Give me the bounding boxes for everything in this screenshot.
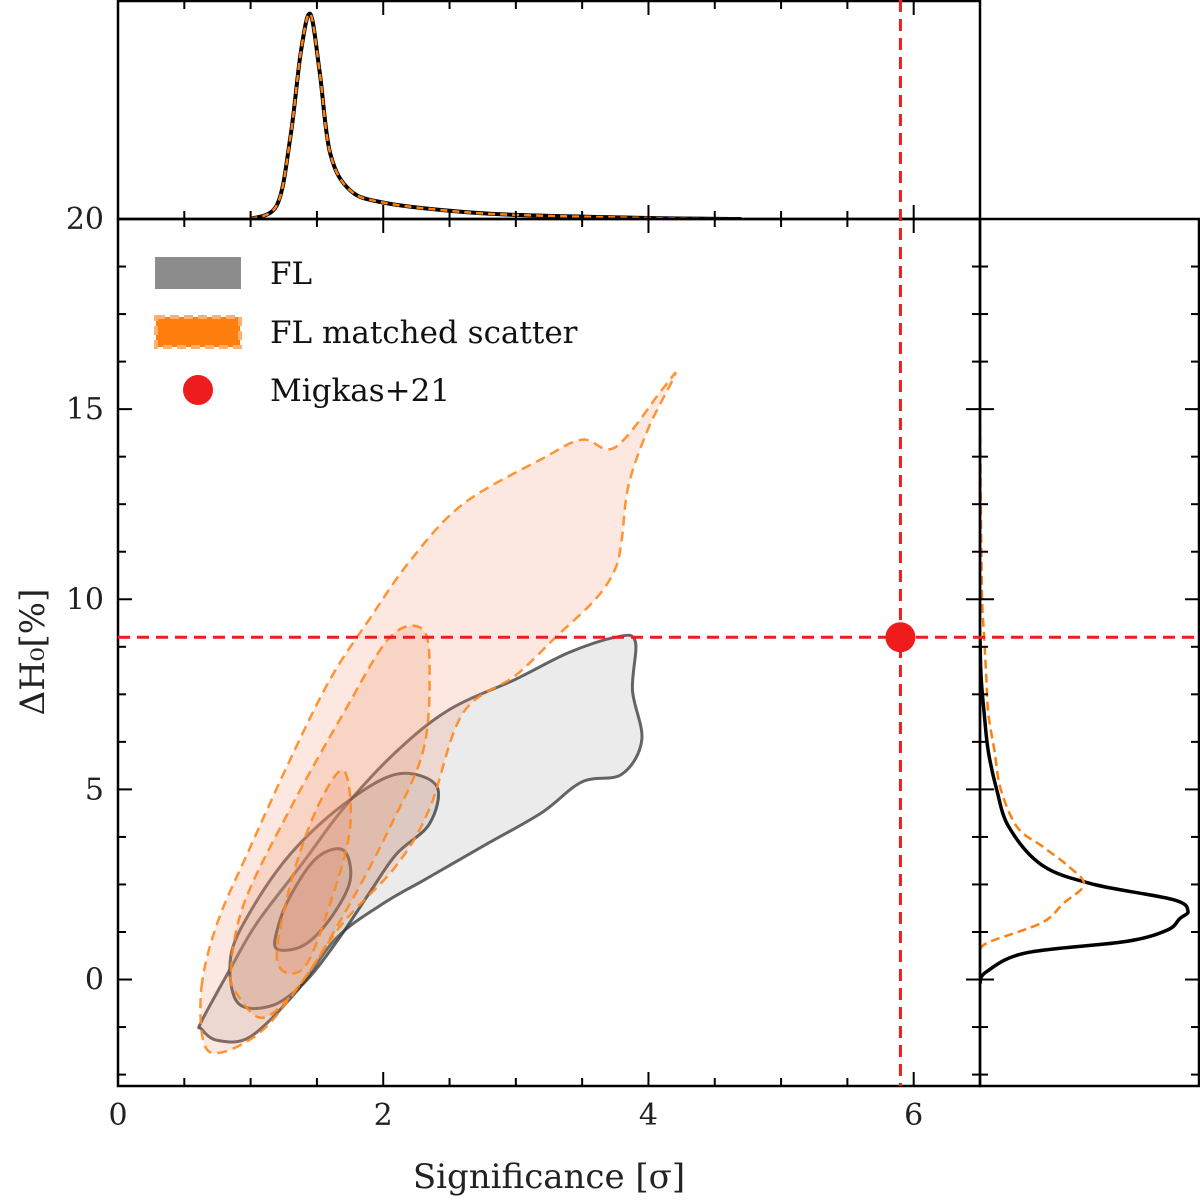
- right-marginal-fl-matched-scatter: [980, 409, 1086, 951]
- y-tick-label: 15: [66, 392, 104, 427]
- legend-label-migkas: Migkas+21: [270, 373, 450, 409]
- legend-swatch-fl: [155, 257, 241, 289]
- axis-tick-labels: 0 2 4 6 0 5 10 15 20: [66, 202, 923, 1133]
- right-marginal-fl: [980, 637, 1190, 985]
- x-tick-label: 6: [904, 1098, 923, 1133]
- legend-label-fl-matched: FL matched scatter: [270, 315, 578, 351]
- right-marginal-layer: [980, 409, 1190, 985]
- legend-label-fl: FL: [270, 256, 312, 292]
- main-contour-layer: [197, 371, 677, 1055]
- y-tick-label: 10: [66, 582, 104, 617]
- legend: FL FL matched scatter Migkas+21: [154, 256, 578, 409]
- y-tick-label: 0: [85, 963, 104, 998]
- contour-fl-matched-scatter-outer: [199, 371, 677, 1055]
- legend-swatch-fl-matched: [154, 315, 242, 349]
- legend-marker-migkas: [183, 375, 213, 405]
- top-marginal-layer: [249, 11, 742, 219]
- right-marginal-frame: [978, 217, 1200, 1088]
- contour-fl-matched-scatter-inner: [275, 769, 353, 975]
- top-marginal-frame: [116, 0, 982, 221]
- x-tick-label: 0: [108, 1098, 127, 1133]
- y-axis-title: ΔH₀[%]: [13, 589, 53, 716]
- y-tick-label: 20: [66, 202, 104, 237]
- x-tick-label: 4: [639, 1098, 658, 1133]
- axis-ticks: [117, 1, 1199, 1086]
- x-tick-label: 2: [374, 1098, 393, 1133]
- contour-fl-inner: [273, 847, 353, 952]
- contour-fl-matched-scatter-middle: [229, 624, 431, 1019]
- y-tick-label: 5: [85, 772, 104, 807]
- top-marginal-fl-matched-scatter: [250, 12, 742, 219]
- x-axis-title: Significance [σ]: [413, 1157, 685, 1197]
